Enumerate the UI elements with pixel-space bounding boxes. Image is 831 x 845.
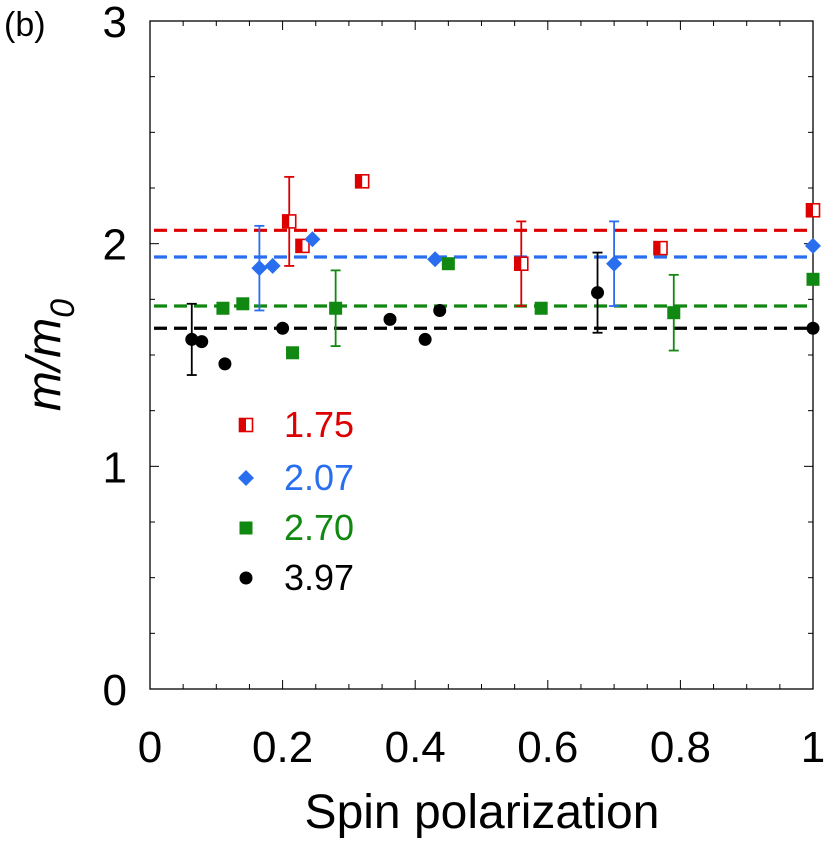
y-tick-label: 0	[103, 666, 127, 715]
data-point-2.70	[667, 306, 681, 320]
panel-label: (b)	[4, 6, 46, 44]
error-bars	[186, 175, 679, 376]
legend-label-3.97: 3.97	[284, 557, 354, 598]
legend-marker-3.97	[239, 571, 253, 585]
data-point-3.97	[383, 312, 397, 326]
x-tick-label: 0.2	[252, 723, 313, 772]
data-point-3.97	[276, 321, 290, 335]
x-tick-label: 0.8	[650, 723, 711, 772]
data-point-3.97	[418, 332, 432, 346]
y-axis-title-main: m/m	[18, 318, 71, 411]
data-points	[185, 174, 821, 371]
y-tick-label: 2	[103, 221, 127, 270]
data-point-2.70	[441, 257, 455, 271]
x-tick-label: 1	[801, 723, 825, 772]
data-point-2.07	[304, 231, 321, 248]
y-tick-label: 3	[103, 0, 127, 47]
data-point-2.70	[286, 346, 300, 360]
legend-label-1.75: 1.75	[284, 404, 354, 445]
x-axis-title: Spin polarization	[305, 786, 660, 839]
minor-ticks	[149, 20, 814, 690]
y-tick-labels: 0 1 2 3	[103, 0, 127, 715]
x-tick-label: 0	[138, 723, 162, 772]
data-point-2.70	[236, 297, 250, 311]
data-point-3.97	[185, 332, 199, 346]
data-point-2.07	[427, 251, 444, 268]
data-point-3.97	[591, 286, 605, 300]
plot-border	[149, 20, 814, 690]
legend-marker-2.07	[238, 470, 254, 486]
data-point-2.07	[606, 255, 623, 272]
reference-lines	[154, 228, 813, 330]
data-point-3.97	[806, 321, 820, 335]
plot-frame	[149, 20, 814, 690]
data-point-2.07	[805, 237, 821, 254]
data-point-2.07	[264, 257, 281, 274]
legend-marker-2.70	[239, 521, 253, 535]
x-tick-label: 0.6	[517, 723, 578, 772]
data-point-3.97	[195, 335, 209, 349]
data-point-2.07	[251, 260, 268, 277]
data-point-2.70	[806, 272, 820, 286]
data-point-2.70	[329, 301, 343, 315]
legend: 1.75 2.07 2.70 3.97	[238, 404, 354, 598]
data-point-1.75	[295, 238, 310, 254]
legend-label-2.07: 2.07	[284, 457, 354, 498]
legend-marker-1.75	[238, 417, 254, 433]
legend-label-2.70: 2.70	[284, 507, 354, 548]
data-point-2.70	[534, 301, 548, 315]
data-point-1.75	[354, 174, 370, 189]
y-tick-label: 1	[103, 443, 127, 492]
data-point-1.75	[513, 256, 529, 272]
data-point-3.97	[218, 357, 232, 371]
data-point-2.70	[216, 301, 230, 315]
data-point-1.75	[281, 214, 297, 229]
y-axis-title-sub: 0	[44, 299, 82, 318]
data-point-1.75	[805, 202, 821, 218]
x-tick-labels: 0 0.2 0.4 0.6 0.8 1	[138, 723, 825, 772]
x-tick-label: 0.4	[385, 723, 446, 772]
y-axis-title: m/m0	[18, 299, 82, 411]
data-point-3.97	[433, 303, 447, 317]
data-point-1.75	[653, 240, 668, 256]
